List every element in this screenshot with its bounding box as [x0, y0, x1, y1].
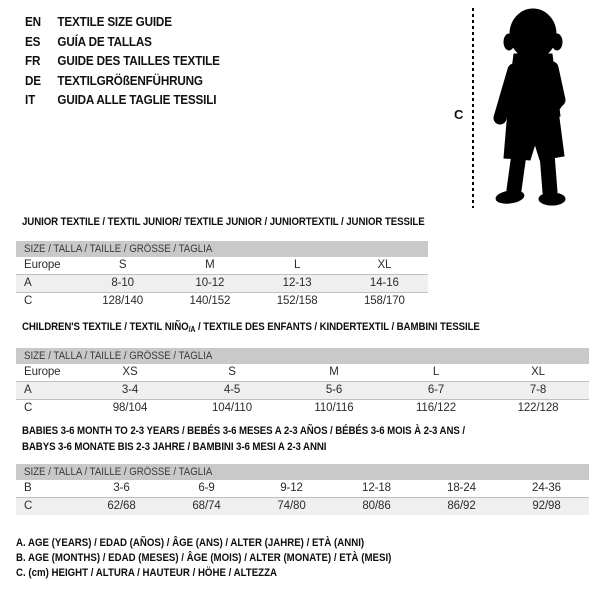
size-cell: XS [122, 366, 138, 378]
row-label: C [24, 402, 33, 414]
language-header: EN TEXTILE SIZE GUIDE ES GUÍA DE TALLAS … [25, 12, 241, 110]
row-label: C [24, 500, 33, 512]
language-title: TEXTILE SIZE GUIDE [57, 14, 172, 29]
size-cell: XL [377, 259, 392, 271]
height-cell: 86/92 [447, 500, 476, 512]
language-code: ES [25, 33, 41, 49]
language-code: DE [25, 72, 41, 88]
size-cell: S [228, 366, 236, 378]
table-row: C 62/68 68/74 74/80 80/86 86/92 92/98 [16, 497, 589, 515]
table-row: B 3-6 6-9 9-12 12-18 18-24 24-36 [16, 480, 589, 497]
size-cell: L [432, 366, 440, 378]
row-label: Europe [24, 366, 61, 378]
height-cell: 92/98 [532, 500, 561, 512]
age-cell: 9-12 [280, 482, 303, 494]
language-title: TEXTILGRÖßENFÜHRUNG [57, 72, 203, 88]
age-cell: 7-8 [529, 384, 547, 396]
table-row: Europe XS S M L XL [16, 364, 589, 381]
language-code: EN [25, 14, 41, 29]
language-title: GUIDA ALLE TAGLIE TESSILI [57, 92, 217, 107]
age-cell: 14-16 [369, 277, 399, 289]
size-cell: M [205, 259, 215, 271]
height-cell: 98/104 [112, 402, 148, 414]
height-cell: 104/110 [211, 402, 253, 414]
baby-silhouette-icon [493, 8, 566, 206]
row-label: A [24, 277, 32, 289]
age-cell: 8-10 [111, 277, 134, 289]
height-figure: C [450, 5, 595, 217]
table-row: C 98/104 104/110 110/116 116/122 122/128 [16, 399, 589, 417]
babies-section-title: BABIES 3-6 MONTH TO 2-3 YEARS / BEBÉS 3-… [22, 425, 465, 453]
age-cell: 4-5 [223, 384, 241, 396]
language-title: GUIDE DES TAILLES TEXTILE [57, 53, 220, 68]
height-cell: 122/128 [517, 402, 559, 414]
height-cell: 110/116 [314, 402, 354, 414]
size-header-band: SIZE / TALLA / TAILLE / GRÖSSE / TAGLIA [16, 348, 589, 364]
age-cell: 10-12 [195, 277, 225, 289]
size-cell: S [118, 259, 127, 271]
language-row-es: ES GUÍA DE TALLAS [25, 32, 220, 52]
size-cell: M [329, 366, 339, 378]
age-cell: 24-36 [532, 482, 561, 494]
age-cell: 12-18 [362, 482, 391, 494]
height-cell: 74/80 [277, 500, 306, 512]
legend-note-b: B. AGE (MONTHS) / EDAD (MESES) / ÂGE (MO… [16, 552, 392, 565]
language-title: GUÍA DE TALLAS [57, 33, 152, 49]
height-cell: 152/158 [276, 295, 318, 307]
age-cell: 5-6 [325, 384, 343, 396]
row-label: C [24, 295, 33, 307]
language-row-de: DE TEXTILGRÖßENFÜHRUNG [25, 71, 220, 91]
size-header-band: SIZE / TALLA / TAILLE / GRÖSSE / TAGLIA [16, 241, 428, 257]
size-cell: L [293, 259, 301, 271]
junior-size-table: SIZE / TALLA / TAILLE / GRÖSSE / TAGLIA … [16, 241, 428, 310]
babies-size-table: SIZE / TALLA / TAILLE / GRÖSSE / TAGLIA … [16, 464, 589, 515]
legend-notes: A. AGE (YEARS) / EDAD (AÑOS) / ÂGE (ANS)… [16, 536, 443, 582]
age-cell: 6-9 [198, 482, 215, 494]
table-row: C 128/140 140/152 152/158 158/170 [16, 292, 428, 310]
size-header-band: SIZE / TALLA / TAILLE / GRÖSSE / TAGLIA [16, 464, 589, 480]
height-dashed-line [472, 8, 474, 208]
age-cell: 3-6 [113, 482, 130, 494]
age-cell: 6-7 [427, 384, 445, 396]
language-code: IT [25, 92, 36, 107]
height-cell: 80/86 [362, 500, 391, 512]
table-row: A 8-10 10-12 12-13 14-16 [16, 274, 428, 292]
table-row: Europe S M L XL [16, 257, 428, 274]
height-measure-label: C [454, 107, 464, 122]
junior-section-title: JUNIOR TEXTILE / TEXTIL JUNIOR/ TEXTILE … [22, 216, 425, 228]
height-cell: 62/68 [107, 500, 136, 512]
row-label: A [24, 384, 32, 396]
row-label: B [24, 482, 32, 494]
age-cell: 12-13 [282, 277, 312, 289]
legend-note-a: A. AGE (YEARS) / EDAD (AÑOS) / ÂGE (ANS)… [16, 537, 365, 549]
height-cell: 116/122 [415, 402, 457, 414]
height-cell: 68/74 [192, 500, 221, 512]
children-size-table: SIZE / TALLA / TAILLE / GRÖSSE / TAGLIA … [16, 348, 589, 417]
legend-note-c: C. (cm) HEIGHT / ALTURA / HAUTEUR / HÖHE… [16, 567, 278, 580]
children-section-title: CHILDREN'S TEXTILE / TEXTIL NIÑO/A / TEX… [22, 321, 480, 334]
height-cell: 128/140 [102, 295, 144, 307]
table-row: A 3-4 4-5 5-6 6-7 7-8 [16, 381, 589, 399]
age-cell: 3-4 [121, 384, 139, 396]
language-row-it: IT GUIDA ALLE TAGLIE TESSILI [25, 90, 220, 110]
age-cell: 18-24 [447, 482, 476, 494]
language-code: FR [25, 53, 41, 68]
height-cell: 158/170 [363, 295, 405, 307]
language-row-fr: FR GUIDE DES TAILLES TEXTILE [25, 51, 220, 71]
size-cell: XL [531, 366, 545, 378]
row-label: Europe [24, 259, 61, 271]
language-row-en: EN TEXTILE SIZE GUIDE [25, 12, 220, 32]
height-cell: 140/152 [189, 295, 231, 307]
